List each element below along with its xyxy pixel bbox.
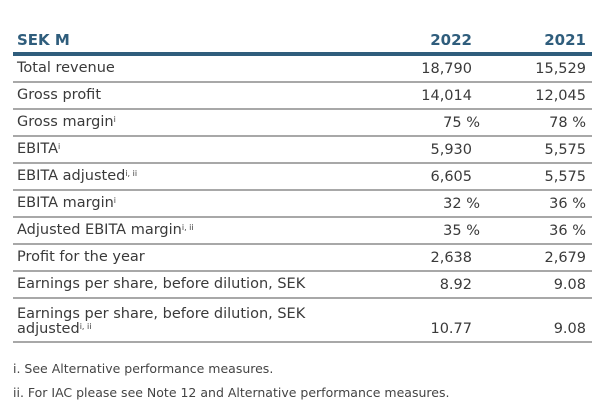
value-2022: 8.92 bbox=[439, 276, 472, 293]
table-header: SEK M 2022 2021 bbox=[13, 28, 592, 56]
table-row: EBITA adjustedi, ii 6,605 5,575 bbox=[13, 164, 592, 191]
row-label: EBITA margini bbox=[13, 196, 366, 211]
footnote-ref: i, ii bbox=[79, 322, 92, 331]
row-label: Gross profit bbox=[13, 88, 358, 103]
value-2021: 9.08 bbox=[553, 276, 586, 293]
value-2021: 12,045 bbox=[535, 87, 586, 104]
value-2022: 2,638 bbox=[430, 249, 472, 266]
row-label: Total revenue bbox=[13, 61, 358, 76]
value-2021: 9.08 bbox=[553, 321, 586, 337]
row-label: Adjusted EBITA margini, ii bbox=[13, 223, 366, 238]
table-row: Gross margini 75 % 78 % bbox=[13, 110, 592, 137]
header-2021: 2021 bbox=[544, 31, 586, 49]
value-2021: 5,575 bbox=[544, 168, 586, 185]
row-label-text: Earnings per share, before dilution, SEK bbox=[17, 276, 306, 292]
value-2021: 36 % bbox=[549, 222, 586, 239]
table-row: Earnings per share, before dilution, SEK… bbox=[13, 299, 592, 343]
row-label: EBITA adjustedi, ii bbox=[13, 169, 358, 184]
table-row: Total revenue 18,790 15,529 bbox=[13, 56, 592, 83]
value-2022: 10.77 bbox=[430, 321, 472, 337]
value-2022: 14,014 bbox=[421, 87, 472, 104]
value-2021: 15,529 bbox=[535, 60, 586, 77]
table-row: Earnings per share, before dilution, SEK… bbox=[13, 272, 592, 299]
row-label: Earnings per share, before dilution, SEK bbox=[13, 277, 358, 292]
footnote-i: i. See Alternative performance measures. bbox=[13, 361, 274, 376]
row-label-text: Earnings per share, before dilution, SEK… bbox=[17, 306, 306, 337]
row-label: Gross margini bbox=[13, 115, 366, 130]
row-label: EBITAi bbox=[13, 142, 358, 157]
table-row: EBITA margini 32 % 36 % bbox=[13, 191, 592, 218]
row-label-text: Adjusted EBITA margin bbox=[17, 222, 182, 238]
value-2021: 5,575 bbox=[544, 141, 586, 158]
header-2022: 2022 bbox=[430, 31, 472, 49]
footnote-ref: i bbox=[113, 115, 116, 124]
row-label-text: Gross margin bbox=[17, 114, 114, 130]
financial-table: SEK M 2022 2021 Total revenue 18,790 15,… bbox=[13, 28, 592, 343]
row-label-text: Gross profit bbox=[17, 87, 102, 103]
footnote-ref: i bbox=[58, 142, 61, 151]
table-row: Gross profit 14,014 12,045 bbox=[13, 83, 592, 110]
value-2022: 6,605 bbox=[430, 168, 472, 185]
table-row: Profit for the year 2,638 2,679 bbox=[13, 245, 592, 272]
value-2022: 5,930 bbox=[430, 141, 472, 158]
row-label: Profit for the year bbox=[13, 250, 358, 265]
footnote-ref: i, ii bbox=[125, 169, 138, 178]
footnote-ref: i bbox=[113, 196, 117, 205]
table-row: EBITAi 5,930 5,575 bbox=[13, 137, 592, 164]
row-label-text: Profit for the year bbox=[17, 249, 145, 265]
value-2022: 75 % bbox=[443, 114, 480, 131]
value-2021: 2,679 bbox=[544, 249, 586, 266]
footnote-ii: ii. For IAC please see Note 12 and Alter… bbox=[13, 385, 450, 400]
value-2022: 32 % bbox=[443, 195, 480, 212]
row-label-text: Total revenue bbox=[17, 60, 115, 76]
row-label-text: EBITA adjusted bbox=[17, 168, 126, 184]
header-unit: SEK M bbox=[17, 30, 70, 49]
row-label-text: EBITA bbox=[17, 141, 59, 157]
value-2022: 35 % bbox=[443, 222, 480, 239]
row-label-text: EBITA margin bbox=[17, 195, 114, 211]
row-label: Earnings per share, before dilution, SEK… bbox=[13, 307, 358, 337]
value-2021: 78 % bbox=[549, 114, 586, 131]
value-2021: 36 % bbox=[549, 195, 586, 212]
table-row: Adjusted EBITA margini, ii 35 % 36 % bbox=[13, 218, 592, 245]
value-2022: 18,790 bbox=[421, 60, 472, 77]
footnote-ref: i, ii bbox=[181, 223, 194, 232]
